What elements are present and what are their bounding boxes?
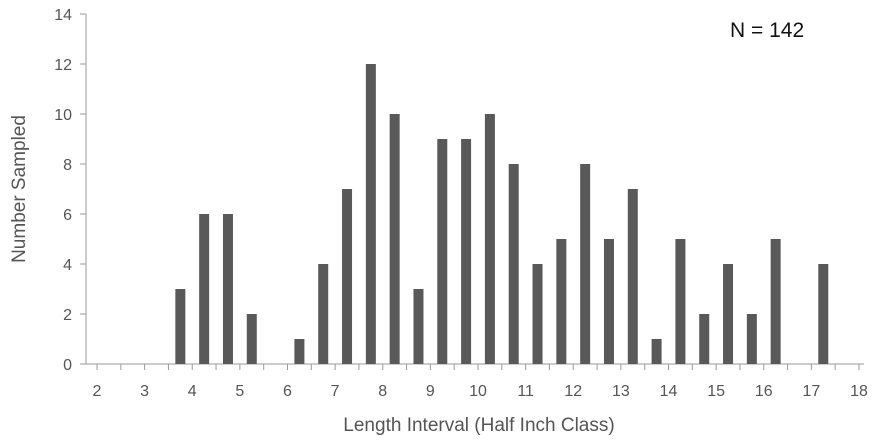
x-tick-label: 6 [283,383,292,400]
bar [365,64,376,364]
x-tick-label: 17 [802,383,820,400]
bar [294,339,305,364]
bar [675,239,686,364]
y-tick-label: 14 [54,7,72,24]
x-tick-label: 11 [517,383,534,400]
x-axis-label: Length Interval (Half Inch Class) [343,415,614,436]
bar [413,289,424,364]
x-tick-label: 10 [469,383,487,400]
bar [437,139,448,364]
bar [699,314,710,364]
x-tick-label: 18 [850,383,868,400]
bar [580,164,591,364]
x-tick-label: 16 [755,383,773,400]
bar [484,114,495,364]
y-tick-label: 0 [63,357,72,374]
x-tick-label: 2 [93,383,102,400]
bar [532,264,543,364]
bar [342,189,353,364]
y-tick-label: 2 [63,307,72,324]
bar [818,264,829,364]
y-tick-label: 8 [63,157,72,174]
x-tick-label: 8 [378,383,387,400]
bar [508,164,519,364]
bars [175,64,829,364]
x-tick-label: 3 [140,383,149,400]
sample-size-annotation: N = 142 [730,19,804,42]
y-tick-label: 4 [63,257,72,274]
bar [746,314,757,364]
y-axis-label: Number Sampled [9,115,30,263]
bar [651,339,662,364]
x-tick-label: 7 [331,383,340,400]
bar [389,114,400,364]
bar [603,239,614,364]
bar [556,239,567,364]
y-axis: 0 2 4 6 8 10 12 14 [54,7,87,374]
y-tick-label: 6 [63,207,72,224]
x-tick-label: 14 [660,383,678,400]
x-axis: 2 3 4 5 6 7 8 9 10 11 12 13 14 15 16 17 18 [86,363,868,400]
x-tick-label: 4 [188,383,197,400]
bar [770,239,781,364]
x-tick-label: 5 [235,383,244,400]
x-tick-label: 9 [426,383,435,400]
bar [246,314,257,364]
x-tick-label: 15 [707,383,725,400]
bar [723,264,734,364]
bar [175,289,186,364]
x-tick-label: 12 [564,383,582,400]
bar [627,189,638,364]
x-tick-label: 13 [612,383,630,400]
bar [199,214,210,364]
bar [222,214,233,364]
bar [461,139,472,364]
y-tick-label: 10 [54,107,72,124]
y-tick-label: 12 [54,57,72,74]
bar [318,264,329,364]
